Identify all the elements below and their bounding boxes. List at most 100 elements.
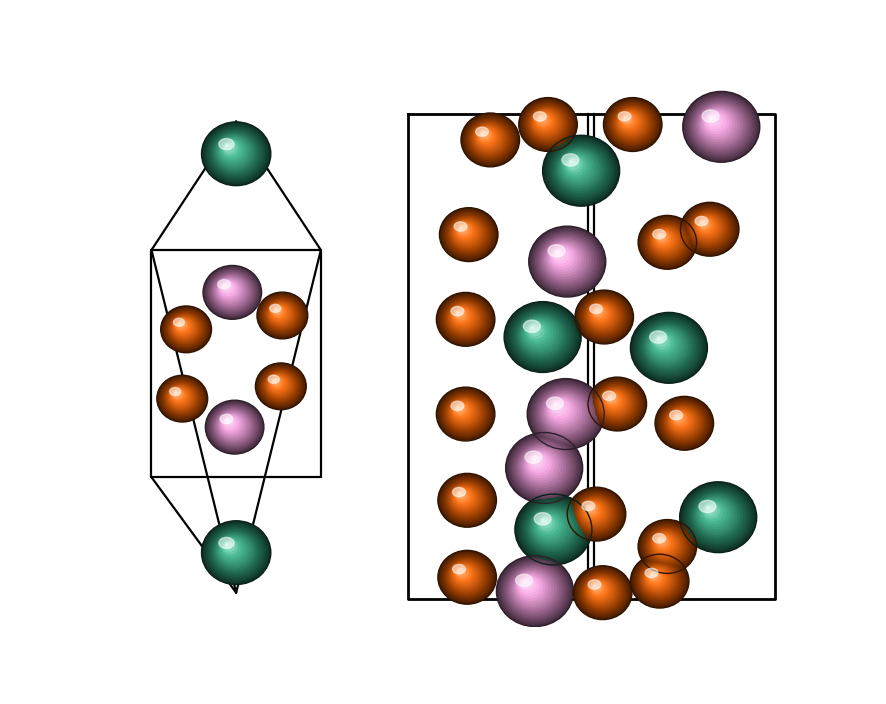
- Ellipse shape: [219, 537, 246, 562]
- Ellipse shape: [650, 227, 680, 254]
- Ellipse shape: [502, 561, 567, 620]
- Ellipse shape: [671, 411, 690, 429]
- Ellipse shape: [650, 573, 654, 576]
- Ellipse shape: [686, 487, 750, 546]
- Ellipse shape: [529, 381, 602, 448]
- Ellipse shape: [206, 400, 264, 454]
- Ellipse shape: [475, 126, 501, 150]
- Ellipse shape: [457, 311, 458, 313]
- Ellipse shape: [707, 507, 708, 508]
- Ellipse shape: [257, 292, 307, 339]
- Ellipse shape: [668, 408, 697, 435]
- Ellipse shape: [222, 140, 241, 158]
- Ellipse shape: [255, 363, 307, 410]
- Ellipse shape: [605, 99, 660, 150]
- Ellipse shape: [159, 377, 206, 421]
- Ellipse shape: [593, 584, 600, 590]
- Ellipse shape: [641, 564, 676, 596]
- Ellipse shape: [683, 92, 760, 162]
- Ellipse shape: [647, 528, 686, 564]
- Ellipse shape: [517, 444, 569, 491]
- Ellipse shape: [273, 379, 276, 382]
- Ellipse shape: [163, 382, 200, 415]
- Ellipse shape: [167, 312, 204, 346]
- Ellipse shape: [172, 389, 185, 402]
- Ellipse shape: [654, 230, 673, 248]
- Ellipse shape: [513, 571, 551, 606]
- Ellipse shape: [454, 565, 473, 583]
- Ellipse shape: [709, 115, 717, 123]
- Ellipse shape: [222, 539, 241, 557]
- Ellipse shape: [539, 516, 556, 532]
- Ellipse shape: [656, 536, 669, 548]
- Ellipse shape: [550, 143, 610, 198]
- Ellipse shape: [582, 501, 605, 522]
- Ellipse shape: [260, 367, 300, 404]
- Ellipse shape: [649, 225, 684, 258]
- Ellipse shape: [532, 510, 570, 545]
- Ellipse shape: [438, 473, 496, 527]
- Ellipse shape: [174, 318, 193, 336]
- Ellipse shape: [457, 491, 464, 498]
- Ellipse shape: [657, 337, 662, 341]
- Ellipse shape: [532, 109, 561, 136]
- Ellipse shape: [706, 507, 711, 510]
- Ellipse shape: [458, 492, 460, 494]
- Ellipse shape: [467, 118, 513, 161]
- Ellipse shape: [649, 530, 682, 560]
- Ellipse shape: [640, 521, 695, 572]
- Ellipse shape: [268, 375, 279, 383]
- Ellipse shape: [587, 301, 618, 331]
- Ellipse shape: [641, 322, 696, 372]
- Ellipse shape: [529, 325, 541, 337]
- Ellipse shape: [461, 113, 519, 167]
- Ellipse shape: [633, 557, 686, 605]
- Ellipse shape: [661, 402, 707, 444]
- Ellipse shape: [547, 243, 581, 275]
- Ellipse shape: [262, 369, 299, 403]
- Ellipse shape: [633, 315, 705, 382]
- Ellipse shape: [542, 239, 589, 282]
- Ellipse shape: [451, 401, 474, 422]
- Ellipse shape: [524, 320, 540, 332]
- Ellipse shape: [531, 327, 532, 328]
- Ellipse shape: [167, 385, 193, 409]
- Ellipse shape: [594, 585, 595, 586]
- Ellipse shape: [578, 570, 626, 615]
- Ellipse shape: [218, 536, 249, 564]
- Ellipse shape: [453, 565, 465, 574]
- Ellipse shape: [646, 569, 665, 587]
- Ellipse shape: [438, 551, 496, 604]
- Ellipse shape: [695, 215, 720, 239]
- Ellipse shape: [268, 374, 290, 395]
- Ellipse shape: [542, 135, 619, 206]
- Ellipse shape: [534, 513, 551, 525]
- Ellipse shape: [527, 323, 545, 339]
- Ellipse shape: [691, 99, 750, 154]
- Ellipse shape: [533, 384, 597, 444]
- Ellipse shape: [226, 543, 229, 547]
- Ellipse shape: [258, 365, 303, 407]
- Ellipse shape: [638, 215, 696, 269]
- Ellipse shape: [457, 406, 458, 407]
- Ellipse shape: [220, 414, 233, 424]
- Ellipse shape: [672, 413, 686, 425]
- Ellipse shape: [516, 441, 571, 493]
- Ellipse shape: [260, 367, 302, 406]
- Ellipse shape: [159, 378, 205, 420]
- Ellipse shape: [688, 209, 730, 248]
- Ellipse shape: [528, 506, 575, 550]
- Ellipse shape: [450, 305, 476, 329]
- Ellipse shape: [262, 297, 302, 334]
- Ellipse shape: [557, 149, 601, 189]
- Ellipse shape: [603, 98, 662, 151]
- Ellipse shape: [530, 108, 563, 138]
- Ellipse shape: [534, 513, 564, 540]
- Ellipse shape: [459, 226, 465, 232]
- Ellipse shape: [610, 103, 655, 145]
- Ellipse shape: [702, 110, 719, 122]
- Ellipse shape: [496, 555, 573, 627]
- Ellipse shape: [442, 393, 488, 434]
- Ellipse shape: [601, 389, 630, 415]
- Ellipse shape: [207, 526, 265, 579]
